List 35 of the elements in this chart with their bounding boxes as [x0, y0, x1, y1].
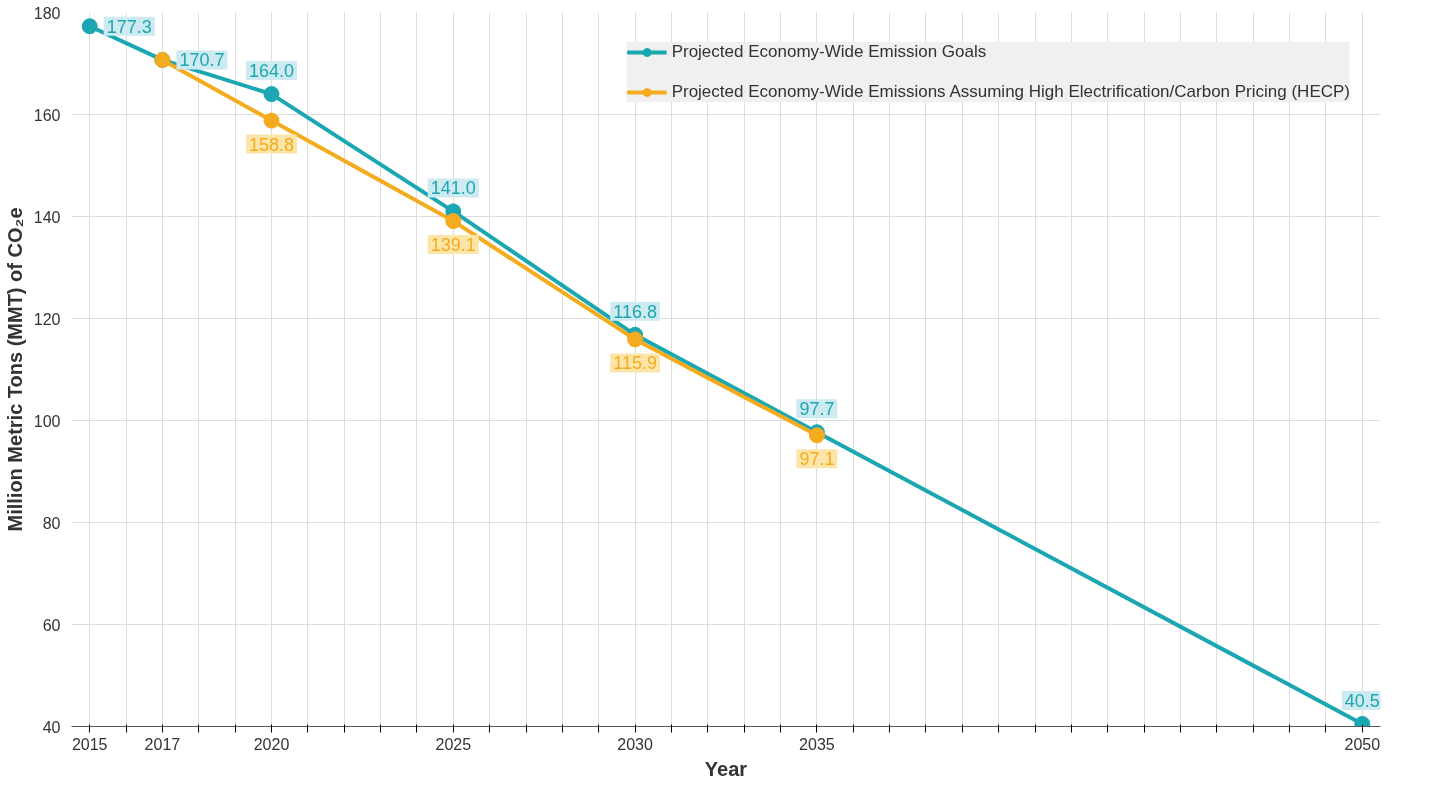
point: [81, 18, 98, 35]
x-tick-label: 2020: [253, 735, 290, 753]
data-label: 116.8: [613, 301, 657, 322]
data-label: 158.8: [248, 134, 295, 155]
point: [627, 331, 644, 348]
x-tick-label: 2015: [71, 735, 108, 753]
data-label: 115.9: [613, 353, 657, 374]
point: [445, 213, 462, 230]
point: [263, 86, 280, 103]
y-tick-label: 160: [33, 106, 61, 124]
y-tick-label: 40: [42, 718, 61, 736]
data-label: 141.0: [430, 178, 476, 199]
x-axis-title: Year: [704, 757, 748, 780]
y-tick-label: 180: [33, 4, 61, 22]
data-label: 40.5: [1344, 690, 1380, 711]
data-label: 177.3: [106, 16, 152, 37]
data-label: 139.1: [430, 235, 476, 256]
x-tick-label: 2035: [799, 735, 835, 753]
x-tick-label: 2017: [144, 735, 181, 753]
data-label: 97.1: [799, 449, 835, 470]
x-tick-label: 2030: [617, 735, 653, 753]
y-axis-title: Million Metric Tons (MMT) of CO₂e: [3, 207, 26, 532]
data-label: 170.7: [179, 50, 225, 71]
legend-label: Projected Economy-Wide Emission Goals: [671, 42, 987, 62]
x-tick-label: 2025: [435, 735, 472, 753]
legend-label: Projected Economy-Wide Emissions Assuming High Electrification/Carbon Pricing (HECP): [671, 82, 1350, 102]
y-tick-label: 120: [33, 310, 61, 328]
point: [263, 112, 280, 129]
y-tick-label: 80: [42, 514, 61, 532]
y-tick-label: 140: [33, 208, 61, 226]
x-tick-label: 2050: [1344, 735, 1381, 753]
y-tick-label: 60: [42, 616, 61, 634]
data-label: 164.0: [248, 61, 295, 82]
data-label: 97.7: [799, 399, 835, 420]
y-tick-label: 100: [33, 412, 61, 430]
